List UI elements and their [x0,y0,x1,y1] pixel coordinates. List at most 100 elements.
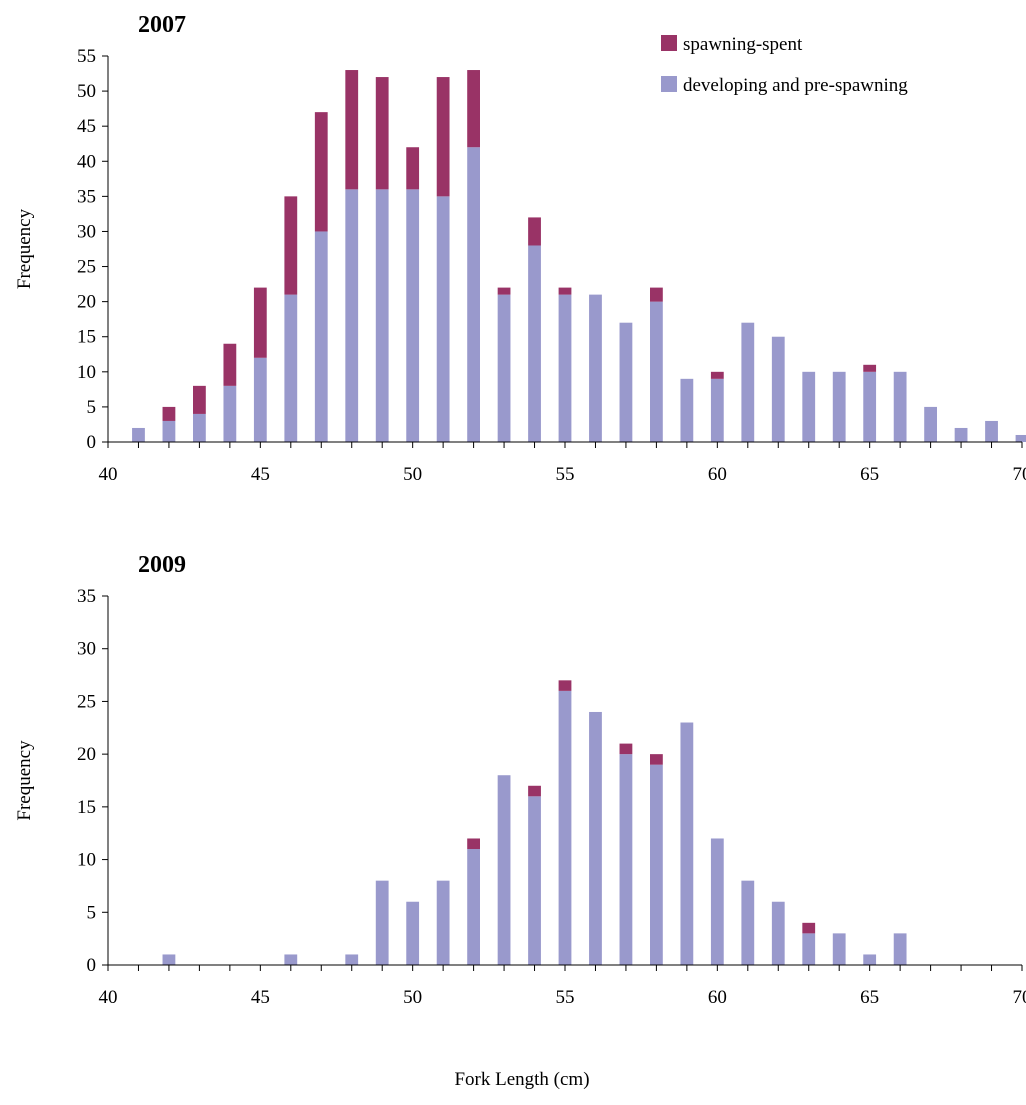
bar-developing [893,371,907,442]
bar-developing [467,147,480,442]
bar-spawning-spent [406,147,420,190]
bar-spawning-spent [253,287,267,358]
bar-developing [589,711,602,965]
y-tick-label: 45 [77,116,96,137]
y-tick-label: 40 [77,151,96,172]
x-tick-label: 55 [556,987,575,1008]
x-tick-label: 45 [251,987,270,1008]
y-tick-label: 30 [77,639,96,660]
bar-developing [650,301,663,442]
legend-label-developing: developing and pre-spawning [683,75,908,96]
y-tick-label: 25 [77,691,96,712]
y-tick-label: 5 [87,902,97,923]
legend-label-spawning-spent: spawning-spent [683,34,803,55]
bar-developing [162,954,176,965]
y-tick-label: 15 [77,797,96,818]
y-tick-label: 5 [87,397,97,418]
bar-developing [345,189,359,442]
bar-developing [193,413,206,442]
bar-developing [375,189,389,442]
bar-spawning-spent [223,343,237,386]
bar-developing [132,427,145,442]
bar-developing [162,420,176,442]
bar-spawning-spent [345,70,359,190]
y-tick-label: 35 [77,586,96,607]
bar-developing [832,933,846,965]
bar-developing [863,954,877,965]
bar-developing [558,294,572,442]
bar-spawning-spent [650,754,663,765]
bar-developing [467,849,480,965]
bar-developing [619,322,633,442]
bar-spawning-spent [497,287,511,295]
bar-developing [680,378,694,442]
x-tick-label: 50 [403,987,422,1008]
chart-2007: 2007 Frequency 0 5 10 15 20 25 30 35 40 45 50 55 40 45 5… [14,12,1026,485]
bar-developing [406,901,420,965]
bar-developing [741,322,755,442]
bar-developing [345,954,359,965]
bar-spawning-spent [375,77,389,190]
legend: spawning-spent developing and pre-spawni… [661,34,908,96]
bar-developing [436,880,450,965]
x-tick-label: 55 [556,464,575,485]
bar-developing [558,690,572,965]
y-tick-label: 15 [77,327,96,348]
bar-developing [680,722,694,965]
bar-developing [802,933,816,965]
bar-spawning-spent [284,196,298,295]
bar-developing [528,245,541,442]
chart-title: 2009 [138,552,186,578]
bar-developing [832,371,846,442]
x-tick-label: 50 [403,464,422,485]
bar-developing [497,775,511,965]
y-tick-label: 0 [87,432,97,453]
bar-developing [1015,434,1026,442]
bar-spawning-spent [619,743,633,755]
y-axis-label: Frequency [14,208,35,289]
y-tick-label: 20 [77,744,96,765]
bar-spawning-spent [802,922,816,934]
y-tick-label: 30 [77,221,96,242]
x-tick-label: 70 [1013,987,1026,1008]
bar-developing [954,427,968,442]
bar-spawning-spent [193,385,206,414]
y-tick-label: 25 [77,257,96,278]
legend-swatch-developing [661,76,677,92]
y-tick-label: 0 [87,955,97,976]
bar-spawning-spent [436,77,450,197]
bar-developing [436,196,450,442]
bar-spawning-spent [467,70,480,148]
bar-spawning-spent [863,364,877,372]
x-tick-label: 40 [99,464,118,485]
bar-developing [710,378,724,442]
bar-developing [223,385,237,442]
bar-spawning-spent [528,785,541,797]
y-axis-label: Frequency [14,740,35,821]
bar-developing [924,406,937,442]
bar-developing [802,371,816,442]
y-tick-label: 20 [77,292,96,313]
bar-developing [650,764,663,965]
x-tick-label: 45 [251,464,270,485]
bar-spawning-spent [314,112,328,232]
bar-spawning-spent [558,680,572,691]
bar-spawning-spent [467,838,480,850]
bar-developing [985,420,998,442]
bar-developing [863,371,877,442]
x-tick-label: 65 [860,987,879,1008]
y-tick-label: 55 [77,46,96,67]
legend-swatch-spawning-spent [661,35,677,51]
bar-developing [619,754,633,965]
bar-developing [497,294,511,442]
bar-developing [893,933,907,965]
bar-developing [406,189,420,442]
bar-developing [528,796,541,965]
bar-spawning-spent [162,406,176,421]
bar-developing [284,294,298,442]
x-tick-label: 60 [708,987,727,1008]
y-tick-label: 50 [77,81,96,102]
bar-developing [771,336,785,442]
bar-developing [284,954,298,965]
